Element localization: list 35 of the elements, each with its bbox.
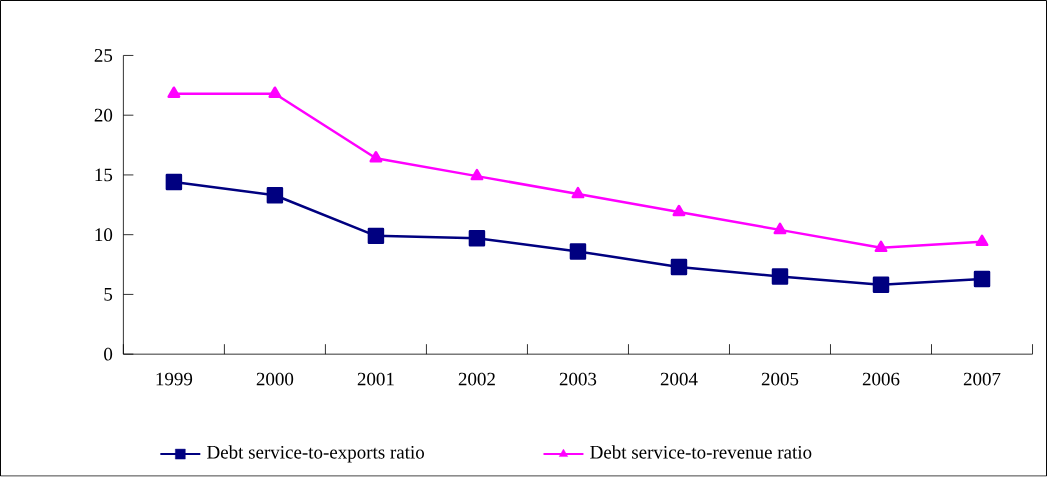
point: [872, 276, 890, 294]
point: [672, 204, 686, 217]
y-tick-label: 15: [95, 168, 113, 182]
y-tick-label: 10: [95, 228, 113, 242]
point: [771, 268, 789, 285]
x-tick-label: 1999: [156, 372, 193, 386]
y-tick-label: 20: [94, 109, 113, 122]
point: [367, 227, 385, 245]
point: [369, 151, 383, 163]
x-tick-label: 2001: [357, 372, 394, 386]
x-tick-label: 2007: [963, 372, 1001, 386]
point: [773, 222, 787, 235]
x-tick-label: 2004: [660, 372, 698, 386]
point: [973, 270, 991, 288]
point: [266, 187, 284, 204]
legend-label: Debt service-to-revenue ratio: [590, 445, 812, 459]
x-tick-label: 2006: [862, 372, 900, 386]
point: [167, 86, 181, 99]
point: [569, 243, 587, 260]
point: [470, 169, 484, 181]
x-tick-label: 2005: [761, 372, 799, 386]
point: [571, 187, 585, 199]
y-tick-label: 0: [104, 347, 113, 361]
x-tick-label: 2000: [256, 372, 294, 386]
y-tick-label: 5: [104, 288, 113, 301]
legend-label: Debt service-to-exports ratio: [207, 445, 425, 463]
point: [268, 86, 282, 99]
x-tick-label: 2003: [559, 372, 597, 386]
point: [670, 258, 688, 276]
point: [975, 234, 989, 247]
y-tick-label: 25: [94, 49, 113, 63]
x-tick-label: 2002: [458, 372, 495, 386]
point: [468, 230, 486, 247]
point: [874, 240, 888, 253]
point: [165, 174, 183, 191]
